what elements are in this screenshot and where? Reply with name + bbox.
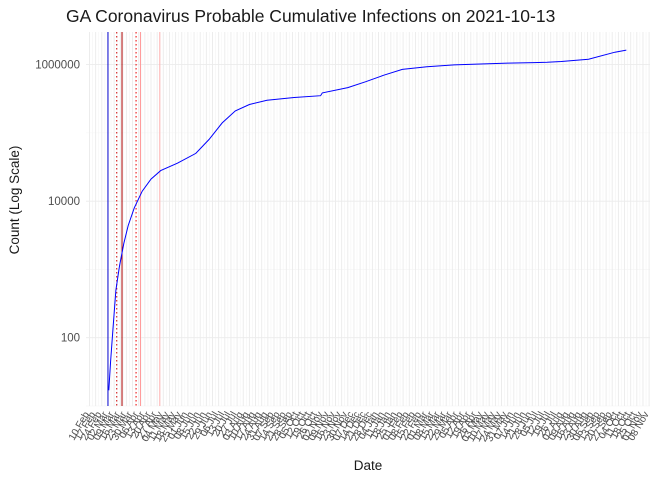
reference-lines	[107, 32, 161, 406]
chart-title: GA Coronavirus Probable Cumulative Infec…	[66, 6, 556, 26]
minor-gridlines	[86, 32, 650, 407]
series-lines	[108, 49, 627, 391]
x-axis-title: Date	[354, 458, 383, 473]
major-gridlines	[86, 32, 650, 406]
y-tick-label: 1000000	[35, 60, 80, 72]
y-tick-label: 10000	[48, 196, 80, 208]
y-tick-label: 100	[61, 333, 80, 345]
y-tick-labels: 100 10000 1000000	[35, 60, 80, 345]
y-axis-title: Count (Log Scale)	[7, 146, 22, 255]
series-line	[108, 49, 627, 391]
